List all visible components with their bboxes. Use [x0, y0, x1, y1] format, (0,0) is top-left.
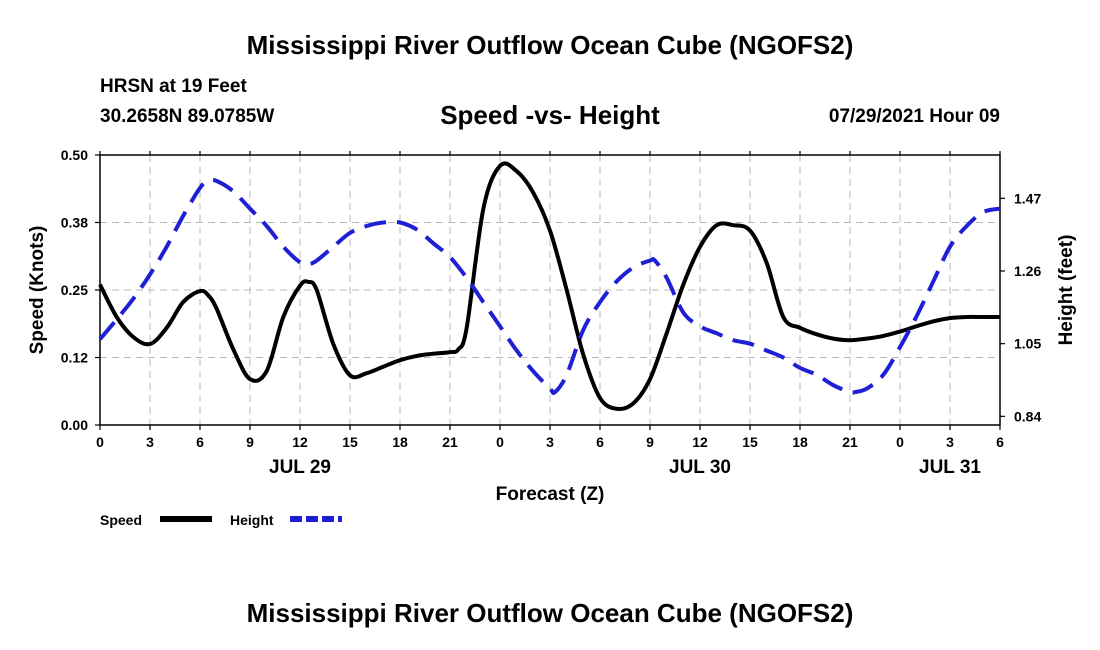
y-tick-label: 0.38 [61, 215, 88, 231]
chart-series [98, 161, 1001, 412]
series-speed-line [98, 161, 1000, 412]
chart-title: Speed -vs- Height [440, 100, 660, 130]
y2-axis-label: Height (feet) [1056, 235, 1077, 346]
y-axis-label: Speed (Knots) [27, 226, 48, 355]
y-tick-label: 0.12 [61, 350, 88, 366]
x-tick-label: 15 [342, 434, 358, 450]
series-height-line [98, 177, 1001, 395]
x-tick-label: 21 [442, 434, 458, 450]
x-tick-label: 6 [996, 434, 1004, 450]
date-label: JUL 29 [269, 457, 331, 478]
x-tick-label: 21 [842, 434, 858, 450]
x-tick-label: 3 [946, 434, 954, 450]
page-title: Mississippi River Outflow Ocean Cube (NG… [246, 30, 854, 60]
x-tick-label: 18 [392, 434, 408, 450]
x-tick-label: 0 [96, 434, 104, 450]
date-label: JUL 31 [919, 457, 981, 478]
x-tick-label: 3 [546, 434, 554, 450]
y2-tick-label: 1.26 [1014, 263, 1041, 279]
timestamp-label: 07/29/2021 Hour 09 [828, 106, 1000, 127]
date-label: JUL 30 [669, 457, 731, 478]
x-tick-label: 18 [792, 434, 808, 450]
x-tick-label: 12 [292, 434, 308, 450]
legend-label: Speed [100, 512, 142, 528]
station-label: HRSN at 19 Feet [100, 76, 247, 97]
x-tick-label: 6 [196, 434, 204, 450]
footer-title: Mississippi River Outflow Ocean Cube (NG… [246, 598, 854, 628]
y-tick-label: 0.00 [61, 417, 88, 433]
x-tick-label: 15 [742, 434, 758, 450]
x-tick-label: 3 [146, 434, 154, 450]
x-tick-label: 0 [896, 434, 904, 450]
legend-label: Height [230, 512, 274, 528]
x-tick-label: 6 [596, 434, 604, 450]
x-tick-label: 9 [246, 434, 254, 450]
chart-legend: Speed Height [100, 512, 342, 528]
axis-ticks: 0 3 6 9 12 15 18 21 0 3 6 9 12 15 18 21 0 3 6 0.00 0.12 0.25 0… [61, 147, 1042, 450]
axis-labels: JUL 29 JUL 30 JUL 31 Forecast (Z) Speed (Kno… [27, 226, 1077, 505]
x-axis-label: Forecast (Z) [496, 484, 605, 505]
y-tick-label: 0.50 [61, 147, 88, 163]
coordinates-label: 30.2658N 89.0785W [100, 106, 275, 127]
x-tick-label: 0 [496, 434, 504, 450]
y-tick-label: 0.25 [61, 282, 88, 298]
y2-tick-label: 0.84 [1014, 408, 1041, 424]
x-tick-label: 9 [646, 434, 654, 450]
chart-grid [100, 155, 1000, 425]
y2-tick-label: 1.47 [1014, 190, 1041, 206]
y2-tick-label: 1.05 [1014, 336, 1041, 352]
x-tick-label: 12 [692, 434, 708, 450]
